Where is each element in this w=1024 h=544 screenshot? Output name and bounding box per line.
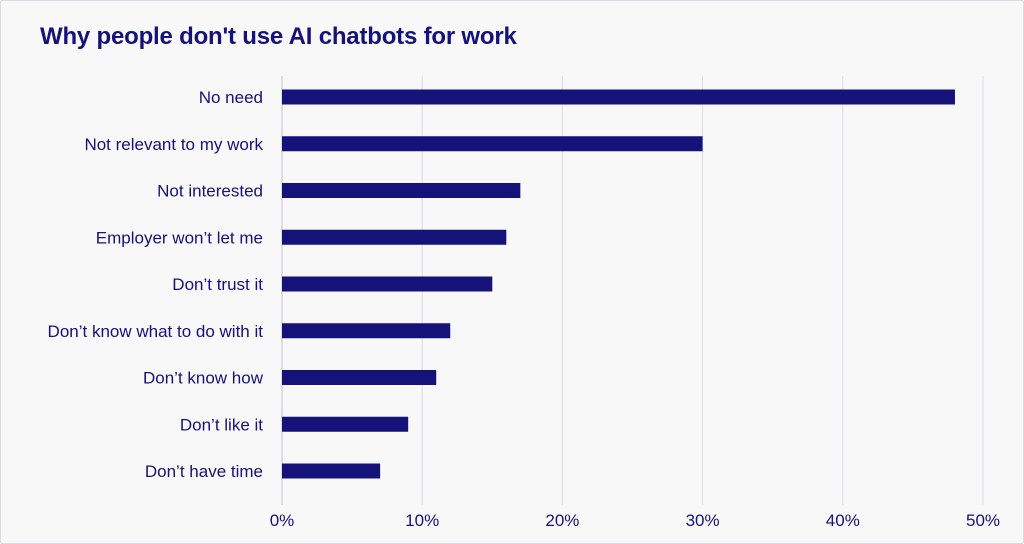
x-tick-label: 0% (270, 511, 295, 530)
x-tick-label: 20% (545, 511, 579, 530)
category-labels: No need Not relevant to my work Not intere… (48, 88, 264, 481)
bar (282, 183, 521, 198)
category-label: Not relevant to my work (84, 135, 263, 154)
category-label: Don’t know what to do with it (48, 322, 264, 341)
category-label: Don’t like it (180, 415, 263, 434)
chart-title: Why people don't use AI chatbots for wor… (40, 23, 517, 50)
category-label: Not interested (157, 182, 263, 201)
bars (282, 89, 955, 479)
category-label: Don’t have time (145, 462, 263, 481)
x-tick-label: 10% (405, 511, 439, 530)
x-tick-label: 50% (966, 511, 1000, 530)
category-label: Don’t know how (143, 369, 264, 388)
bar (282, 136, 703, 152)
x-tick-label: 30% (686, 511, 720, 530)
bar (282, 229, 507, 245)
bar (282, 276, 493, 292)
bar (282, 370, 437, 385)
bar (282, 463, 381, 479)
bar (282, 323, 451, 339)
category-label: No need (199, 88, 263, 107)
category-label: Employer won’t let me (96, 228, 263, 247)
x-tick-label: 40% (826, 511, 860, 530)
bar (282, 416, 409, 432)
x-axis-ticks: 0% 10% 20% 30% 40% 50% (270, 511, 1000, 530)
bar (282, 89, 955, 105)
category-label: Don’t trust it (172, 275, 263, 294)
